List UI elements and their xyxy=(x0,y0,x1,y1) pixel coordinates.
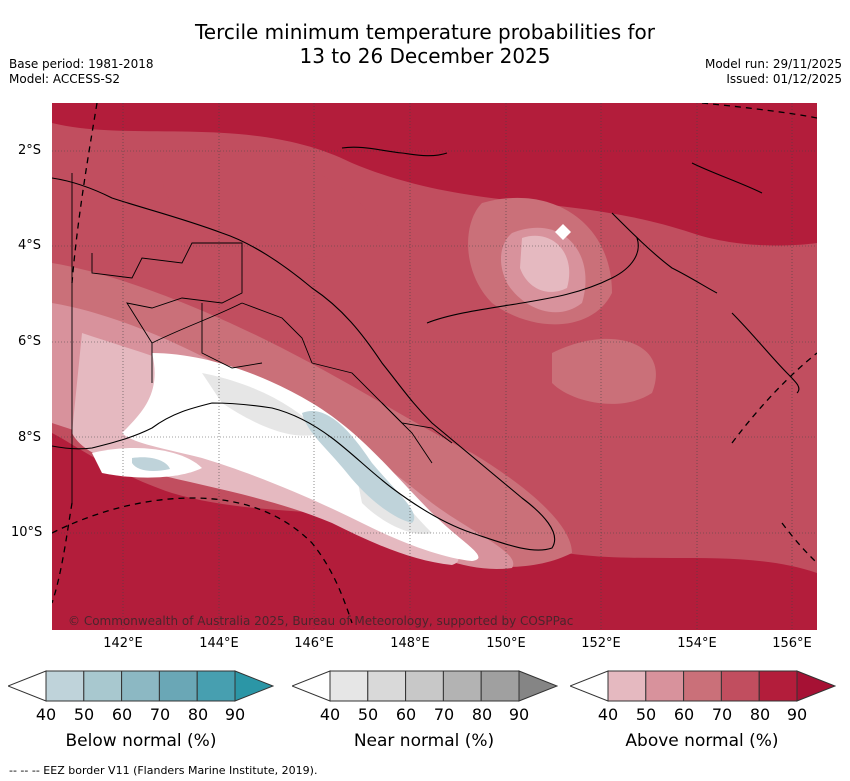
base-period: Base period: 1981-2018 xyxy=(9,57,154,71)
legend-above-normal xyxy=(570,670,836,702)
lon-label-154e: 154°E xyxy=(677,636,717,651)
tick: 70 xyxy=(433,705,455,724)
tick: 60 xyxy=(673,705,695,724)
map-canvas xyxy=(52,103,817,630)
tick: 90 xyxy=(508,705,530,724)
colorbar-near-normal xyxy=(292,670,558,702)
tick: 70 xyxy=(149,705,171,724)
colorbar-arrow-low xyxy=(292,670,331,702)
tick: 50 xyxy=(73,705,95,724)
colorbar-segment xyxy=(83,670,123,702)
legend-near-normal xyxy=(292,670,558,702)
tick: 40 xyxy=(35,705,57,724)
tick: 80 xyxy=(749,705,771,724)
colorbar-above-normal xyxy=(570,670,836,702)
tick: 60 xyxy=(395,705,417,724)
lat-label-4s: 4°S xyxy=(18,238,42,253)
colorbar-segment xyxy=(367,670,407,702)
lat-label-8s: 8°S xyxy=(18,430,42,445)
colorbar-segment xyxy=(158,670,198,702)
probability-map xyxy=(52,103,817,630)
colorbar-segment xyxy=(405,670,444,702)
meta-left: Base period: 1981-2018 Model: ACCESS-S2 xyxy=(9,57,154,87)
lat-label-6s: 6°S xyxy=(18,334,42,349)
tick: 50 xyxy=(357,705,379,724)
colorbar-arrow-high xyxy=(796,670,836,702)
model-run: Model run: 29/11/2025 xyxy=(704,57,842,71)
colorbar-segment xyxy=(196,670,236,702)
tick: 40 xyxy=(597,705,619,724)
colorbar-arrow-low xyxy=(8,670,47,702)
colorbar-arrow-low xyxy=(570,670,609,702)
lon-label-156e: 156°E xyxy=(772,636,812,651)
colorbar-segment xyxy=(45,670,85,702)
tick: 80 xyxy=(471,705,493,724)
colorbar-arrow-high xyxy=(518,670,558,702)
colorbar-segment xyxy=(758,670,798,702)
caption-near-normal: Near normal (%) xyxy=(353,731,495,751)
tick: 50 xyxy=(635,705,657,724)
lat-label-10s: 10°S xyxy=(11,525,43,540)
caption-above-normal: Above normal (%) xyxy=(625,731,779,751)
colorbar-segment xyxy=(683,670,722,702)
tick: 70 xyxy=(711,705,733,724)
legend-below-normal xyxy=(8,670,274,702)
lat-label-2s: 2°S xyxy=(18,143,42,158)
copyright-notice: © Commonwealth of Australia 2025, Bureau… xyxy=(68,614,574,628)
colorbar-segment xyxy=(480,670,520,702)
lon-label-148e: 148°E xyxy=(390,636,430,651)
lon-label-150e: 150°E xyxy=(486,636,526,651)
map-title-line2: 13 to 26 December 2025 xyxy=(299,44,551,68)
colorbar-arrow-high xyxy=(234,670,274,702)
lon-label-146e: 146°E xyxy=(294,636,334,651)
caption-below-normal: Below normal (%) xyxy=(65,731,217,751)
colorbar-segment xyxy=(607,670,647,702)
tick: 90 xyxy=(786,705,808,724)
lon-label-152e: 152°E xyxy=(581,636,621,651)
eez-footnote: -- -- -- EEZ border V11 (Flanders Marine… xyxy=(9,764,318,777)
colorbar-below-normal xyxy=(8,670,274,702)
tick: 60 xyxy=(111,705,133,724)
colorbar-segment xyxy=(329,670,369,702)
tick: 90 xyxy=(224,705,246,724)
model-name: Model: ACCESS-S2 xyxy=(9,72,121,86)
map-title: Tercile minimum temperature probabilitie… xyxy=(0,20,850,68)
colorbar-segment xyxy=(720,670,760,702)
meta-right: Model run: 29/11/2025 Issued: 01/12/2025 xyxy=(705,57,842,87)
lon-label-144e: 144°E xyxy=(199,636,239,651)
map-title-line1: Tercile minimum temperature probabilitie… xyxy=(194,20,656,44)
colorbar-segment xyxy=(645,670,685,702)
tick: 40 xyxy=(319,705,341,724)
tick: 80 xyxy=(187,705,209,724)
issued-date: Issued: 01/12/2025 xyxy=(726,72,842,86)
colorbar-segment xyxy=(442,670,482,702)
colorbar-segment xyxy=(121,670,160,702)
lon-label-142e: 142°E xyxy=(103,636,143,651)
